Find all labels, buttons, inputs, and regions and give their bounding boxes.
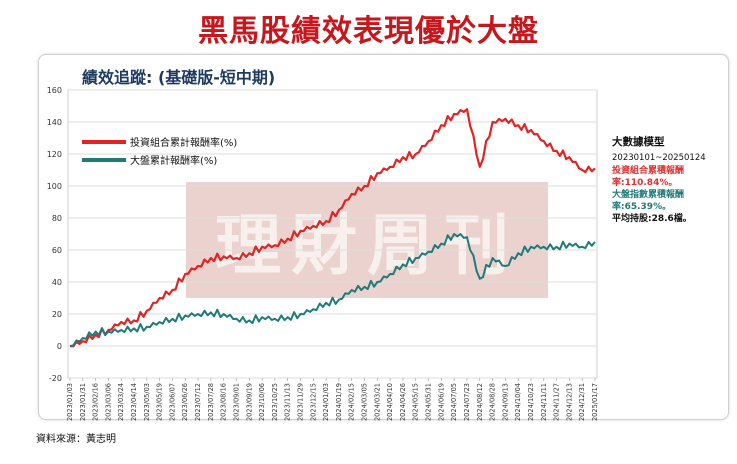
side-panel: 大數據模型 20230101~20250124 投資組合累積報酬率:110.84… (612, 136, 730, 225)
x-tick-label: 2023/09/19 (245, 383, 253, 421)
x-tick-label: 2023/03/06 (104, 383, 112, 421)
x-tick-label: 2023/10/25 (271, 383, 279, 421)
y-tick-label: 40 (52, 278, 62, 287)
x-tick-label: 2023/11/13 (284, 383, 292, 421)
avg-holdings: 平均持股:28.6檔。 (612, 214, 692, 224)
x-tick-label: 2023/08/16 (220, 383, 228, 421)
x-tick-label: 2024/05/15 (412, 383, 420, 421)
x-tick-label: 2024/01/19 (335, 383, 343, 421)
x-tick-label: 2023/07/28 (207, 383, 215, 421)
series-index-line (69, 233, 596, 347)
x-tick-label: 2023/06/07 (168, 383, 176, 421)
chart-title: 績效追蹤: (基礎版-短中期) (82, 68, 276, 87)
x-tick-label: 2023/10/06 (258, 383, 266, 421)
x-tick-label: 2025/01/17 (591, 383, 599, 421)
x-tick-label: 2023/02/16 (92, 383, 100, 421)
y-tick-label: 120 (47, 150, 62, 159)
x-tick-label: 2024/11/27 (553, 383, 561, 421)
side-title: 大數據模型 (612, 136, 665, 148)
x-tick-label: 2024/06/19 (437, 383, 445, 421)
x-tick-label: 2023/05/03 (143, 383, 151, 421)
x-tick-label: 2024/08/12 (476, 383, 484, 421)
x-tick-label: 2024/08/28 (489, 383, 497, 421)
x-tick-label: 2024/01/03 (322, 383, 330, 421)
x-tick-label: 2023/05/19 (156, 383, 164, 421)
index-return: 大盤指數累積報酬率:65.39%。 (612, 190, 685, 212)
x-tick-label: 2024/04/10 (386, 383, 394, 421)
x-tick-label: 2023/04/14 (130, 383, 138, 421)
y-tick-label: 100 (47, 182, 62, 191)
x-tick-label: 2024/09/13 (501, 383, 509, 421)
x-tick-label: 2024/11/11 (540, 383, 548, 421)
x-tick-label: 2023/01/31 (79, 383, 87, 421)
x-tick-label: 2024/03/05 (361, 383, 369, 421)
y-tick-label: 60 (52, 246, 62, 255)
headline: 黑馬股績效表現優於大盤 (198, 14, 539, 49)
x-tick-label: 2023/06/26 (181, 383, 189, 421)
legend-label: 大盤累計報酬率(%) (130, 154, 217, 167)
x-tick-label: 2023/01/03 (66, 383, 74, 421)
y-tick-label: 0 (57, 342, 62, 351)
x-tick-label: 2024/07/05 (450, 383, 458, 421)
watermark: 理財周刊 (186, 182, 548, 298)
legend-label: 投資組合累計報酬率(%) (130, 136, 237, 149)
series-portfolio-line (69, 108, 596, 348)
x-tick-label: 2023/03/24 (117, 383, 125, 421)
x-tick-label: 2024/12/31 (578, 383, 586, 421)
x-tick-label: 2024/12/13 (565, 383, 573, 421)
y-tick-label: -20 (49, 374, 62, 383)
x-tick-label: 2024/05/31 (425, 383, 433, 421)
y-tick-label: 160 (47, 86, 62, 95)
y-tick-label: 80 (52, 214, 62, 223)
y-tick-label: 20 (52, 310, 62, 319)
x-tick-label: 2024/02/15 (348, 383, 356, 421)
x-tick-label: 2024/10/23 (527, 383, 535, 421)
x-tick-label: 2023/12/15 (309, 383, 317, 421)
side-period: 20230101~20250124 (612, 153, 706, 163)
x-tick-label: 2024/03/21 (373, 383, 381, 421)
y-tick-label: 140 (47, 118, 62, 127)
x-tick-label: 2023/07/12 (194, 383, 202, 421)
watermark-text: 理財周刊 (215, 206, 519, 284)
plot-area (67, 89, 598, 379)
x-tick-label: 2024/07/23 (463, 383, 471, 421)
x-tick-label: 2024/10/04 (514, 383, 522, 421)
x-tick-label: 2023/09/01 (232, 383, 240, 421)
source-note: 資料來源：黃志明 (36, 434, 116, 445)
x-tick-label: 2024/04/26 (399, 383, 407, 421)
portfolio-return: 投資組合累積報酬率:110.84%。 (612, 166, 685, 188)
x-tick-label: 2023/11/29 (296, 383, 304, 421)
